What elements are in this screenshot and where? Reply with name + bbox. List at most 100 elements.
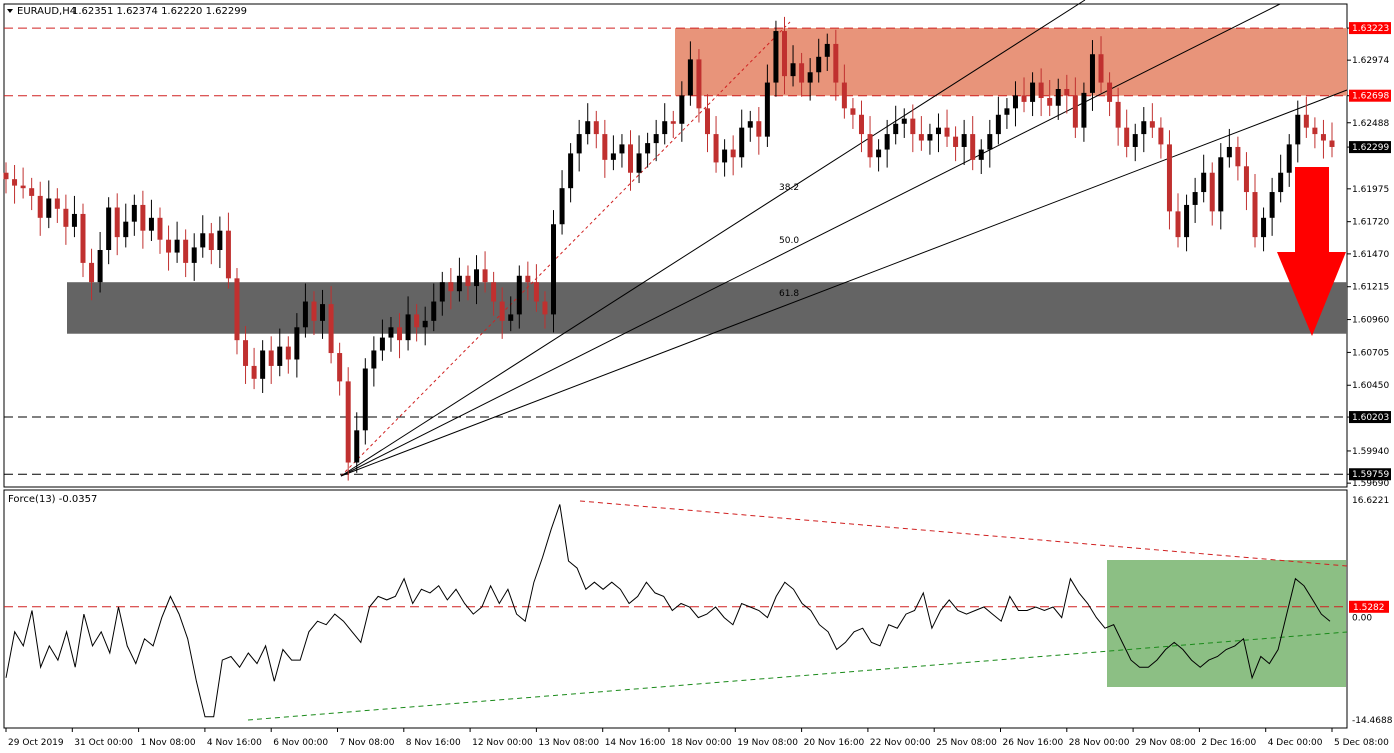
time-tick-label: 5 Dec 08:00 [1334,738,1389,748]
candle-body [148,217,154,231]
force-tick-label: 16.6221 [1352,496,1389,506]
candle-body [174,239,180,253]
force-tick-label: -14.4688 [1352,716,1393,726]
time-tick-label: 14 Nov 16:00 [605,738,666,748]
candle-body [696,59,702,109]
candle-body [302,301,308,328]
candle-body [63,208,69,227]
candle-body [499,301,505,321]
candle-body [183,239,189,263]
force-level-badge [1349,600,1389,613]
force-level-label: 1.5282 [1353,603,1385,613]
candle-body [320,304,326,321]
candle-body [1269,192,1275,218]
candle-body [1166,144,1172,212]
time-tick-label: 25 Nov 08:00 [936,738,997,748]
candle-body [1132,134,1138,147]
candle-body [1012,95,1018,109]
candle-body [114,207,120,238]
candle-body [1184,204,1190,238]
candle-body [901,118,907,124]
candle-body [1278,172,1284,193]
candle-body [910,118,916,135]
price-tick-label: 1.59690 [1352,479,1389,489]
symbol-dropdown-icon[interactable] [7,9,13,13]
time-tick-label: 20 Nov 16:00 [804,738,865,748]
candle-body [1115,101,1121,128]
indicator-panel-frame [3,489,1348,729]
candle-body [1201,172,1207,193]
candle-body [362,368,368,431]
candle-body [824,43,830,57]
candle-body [388,327,394,338]
fib-label-2: 61.8 [779,289,799,299]
candle-body [525,275,531,283]
candle-body [645,143,651,154]
candle-body [106,207,112,251]
candle-body [1192,192,1198,205]
candle-body [157,217,163,240]
candle-body [1209,172,1215,212]
candle-body [1055,89,1061,106]
candle-body [1124,127,1130,147]
symbol-title: EURAUD,H4 [17,6,76,17]
time-tick-label: 13 Nov 08:00 [538,738,599,748]
resistance-zone [675,28,1347,96]
candle-body [80,213,86,263]
candle-body [841,82,847,109]
candle-body [833,43,839,83]
force-highlight-zone [1107,560,1346,687]
candle-body [551,224,557,315]
candle-body [1303,114,1309,128]
candle-body [1175,211,1181,238]
candle-body [704,108,710,135]
candle-body [225,230,231,279]
time-tick-label: 18 Nov 00:00 [671,738,732,748]
candle-body [217,230,223,251]
candle-body [858,114,864,135]
candle-body [1235,146,1241,167]
time-tick-label: 19 Nov 08:00 [737,738,798,748]
price-tick-label: 1.60450 [1352,381,1389,391]
candle-body [876,149,882,158]
price-tick-label: 1.60203 [1352,413,1389,423]
candle-body [1004,108,1010,115]
fan-base-line [340,21,791,477]
candle-body [961,134,967,147]
candle-body [1243,166,1249,193]
candle-body [268,350,274,366]
candle-body [927,134,933,141]
price-tick-label: 1.62698 [1352,92,1389,102]
candle-body [602,134,608,160]
fan-line-0 [340,0,1086,477]
candle-body [739,127,745,158]
candle-body [260,350,266,379]
time-tick-label: 26 Nov 16:00 [1003,738,1064,748]
candle-body [1021,95,1027,102]
force-line [5,504,1331,718]
candle-body [71,213,77,227]
price-tick-label: 1.63223 [1352,24,1389,34]
time-tick-label: 4 Dec 00:00 [1268,738,1323,748]
down-arrow-icon [1277,167,1346,336]
force-tick-label: 0.00 [1352,614,1372,624]
candle-body [884,134,890,150]
price-level-badge [1349,411,1391,424]
candle-body [37,195,43,218]
main-panel-frame [3,3,1348,488]
candle-body [482,269,488,283]
candle-body [1226,146,1232,158]
candle-body [1286,144,1292,173]
price-axis: 1.63223 1.62974 1.62698 1.62488 1.62299 1.619… [1347,22,1391,489]
candle-body [29,188,35,196]
candle-body [790,63,796,77]
candle-body [585,121,591,135]
fib-label-1: 50.0 [779,236,799,246]
time-tick-label: 31 Oct 00:00 [74,738,133,748]
candle-body [54,198,60,209]
candle-body [628,144,634,173]
candle-body [1047,98,1053,106]
candle-body [1038,82,1044,99]
candle-body [166,239,172,253]
